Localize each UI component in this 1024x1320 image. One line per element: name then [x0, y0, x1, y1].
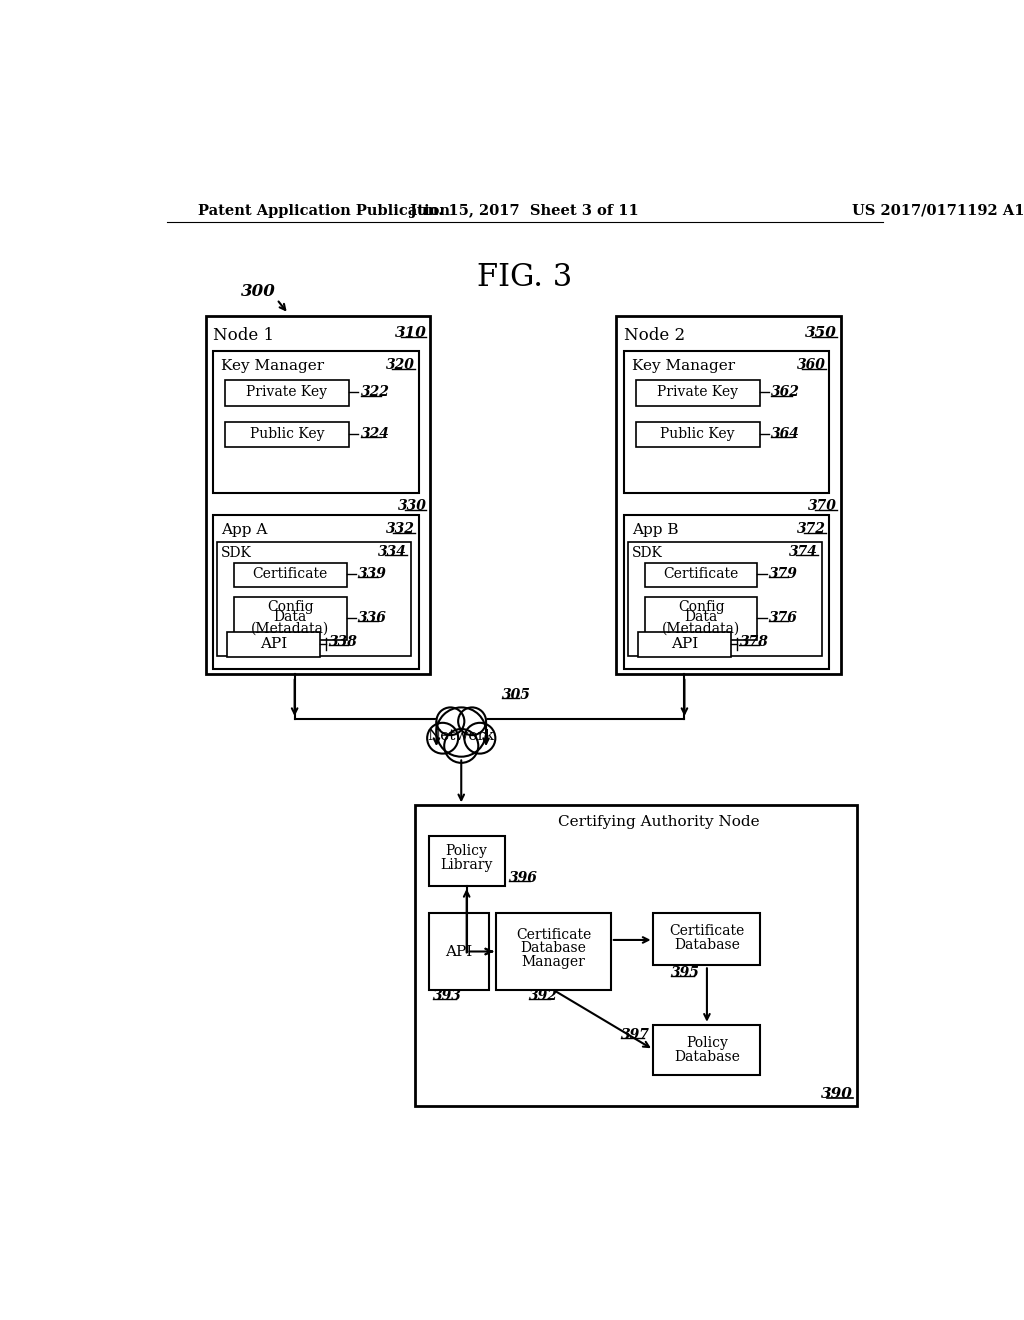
Bar	[415, 805, 856, 1106]
Bar	[624, 515, 829, 669]
Bar	[616, 317, 841, 675]
Text: 374: 374	[788, 545, 818, 558]
Bar	[624, 351, 829, 494]
Text: 392: 392	[528, 989, 557, 1003]
Bar	[636, 422, 760, 447]
Text: Database: Database	[674, 1049, 740, 1064]
Text: Policy: Policy	[445, 845, 487, 858]
Text: 397: 397	[621, 1028, 650, 1041]
Circle shape	[464, 723, 496, 754]
Text: 393: 393	[432, 989, 462, 1003]
Bar	[429, 836, 505, 886]
Text: 336: 336	[358, 611, 387, 626]
Text: Manager: Manager	[521, 956, 586, 969]
Text: Network: Network	[428, 729, 495, 743]
Text: App B: App B	[632, 523, 678, 537]
Text: 324: 324	[360, 428, 389, 441]
Bar	[225, 380, 349, 405]
Text: SDK: SDK	[221, 545, 252, 560]
Circle shape	[427, 723, 458, 754]
Bar	[645, 597, 758, 640]
Bar	[234, 562, 346, 587]
Text: Certificate: Certificate	[670, 924, 744, 939]
Text: 396: 396	[509, 871, 538, 886]
Bar	[638, 632, 731, 657]
Text: Policy: Policy	[686, 1036, 728, 1051]
Text: API: API	[445, 945, 472, 958]
Text: Key Manager: Key Manager	[221, 359, 325, 374]
Bar	[213, 515, 419, 669]
Text: SDK: SDK	[632, 545, 663, 560]
Circle shape	[444, 729, 478, 763]
Text: Key Manager: Key Manager	[632, 359, 735, 374]
Text: 378: 378	[739, 635, 768, 649]
Text: Certificate: Certificate	[664, 568, 738, 581]
Text: Private Key: Private Key	[247, 385, 328, 400]
Circle shape	[436, 708, 464, 735]
Text: Data: Data	[273, 610, 307, 624]
Text: Config: Config	[678, 599, 724, 614]
Text: 300: 300	[241, 282, 275, 300]
Bar	[645, 562, 758, 587]
Text: Node 2: Node 2	[624, 327, 685, 345]
Text: Node 1: Node 1	[213, 327, 274, 345]
Text: Certifying Authority Node: Certifying Authority Node	[558, 816, 760, 829]
Text: 322: 322	[360, 385, 389, 400]
Bar	[628, 543, 821, 656]
Text: (Metadata): (Metadata)	[251, 622, 330, 636]
Text: Jun. 15, 2017  Sheet 3 of 11: Jun. 15, 2017 Sheet 3 of 11	[411, 203, 639, 218]
Text: Public Key: Public Key	[250, 428, 325, 441]
Circle shape	[458, 708, 486, 735]
Bar	[636, 380, 760, 405]
Text: Private Key: Private Key	[657, 385, 738, 400]
Text: 339: 339	[358, 568, 387, 581]
Text: 372: 372	[797, 521, 825, 536]
Text: Database: Database	[674, 939, 740, 952]
Text: Certificate: Certificate	[516, 928, 591, 941]
Text: API: API	[671, 638, 698, 651]
Text: FIG. 3: FIG. 3	[477, 263, 572, 293]
Text: Certificate: Certificate	[253, 568, 328, 581]
Text: 390: 390	[821, 1086, 853, 1101]
Text: US 2017/0171192 A1: US 2017/0171192 A1	[852, 203, 1024, 218]
Text: 376: 376	[769, 611, 798, 626]
Bar	[213, 351, 419, 494]
Text: 364: 364	[771, 428, 800, 441]
Text: 338: 338	[329, 635, 357, 649]
Text: 362: 362	[771, 385, 800, 400]
Text: Library: Library	[440, 858, 493, 873]
Bar	[227, 632, 321, 657]
Text: 370: 370	[808, 499, 838, 512]
Text: 395: 395	[671, 966, 699, 979]
Bar	[653, 1024, 761, 1074]
Text: 320: 320	[386, 358, 415, 372]
Text: 330: 330	[397, 499, 426, 512]
Circle shape	[436, 708, 486, 756]
Bar	[225, 422, 349, 447]
Text: 379: 379	[769, 568, 798, 581]
Text: 310: 310	[394, 326, 426, 341]
Text: (Metadata): (Metadata)	[662, 622, 740, 636]
Text: Database: Database	[520, 941, 587, 956]
Text: 350: 350	[805, 326, 838, 341]
Text: 360: 360	[797, 358, 825, 372]
Text: Data: Data	[684, 610, 718, 624]
Text: Patent Application Publication: Patent Application Publication	[198, 203, 450, 218]
Bar	[206, 317, 430, 675]
Text: App A: App A	[221, 523, 267, 537]
Text: Public Key: Public Key	[660, 428, 735, 441]
Text: Config: Config	[267, 599, 313, 614]
Text: 305: 305	[502, 688, 530, 702]
Bar	[653, 913, 761, 965]
Bar	[217, 543, 411, 656]
Bar	[234, 597, 346, 640]
Text: API: API	[260, 638, 288, 651]
Bar	[496, 913, 611, 990]
Bar	[429, 913, 489, 990]
Text: 332: 332	[386, 521, 415, 536]
Text: 334: 334	[378, 545, 407, 558]
